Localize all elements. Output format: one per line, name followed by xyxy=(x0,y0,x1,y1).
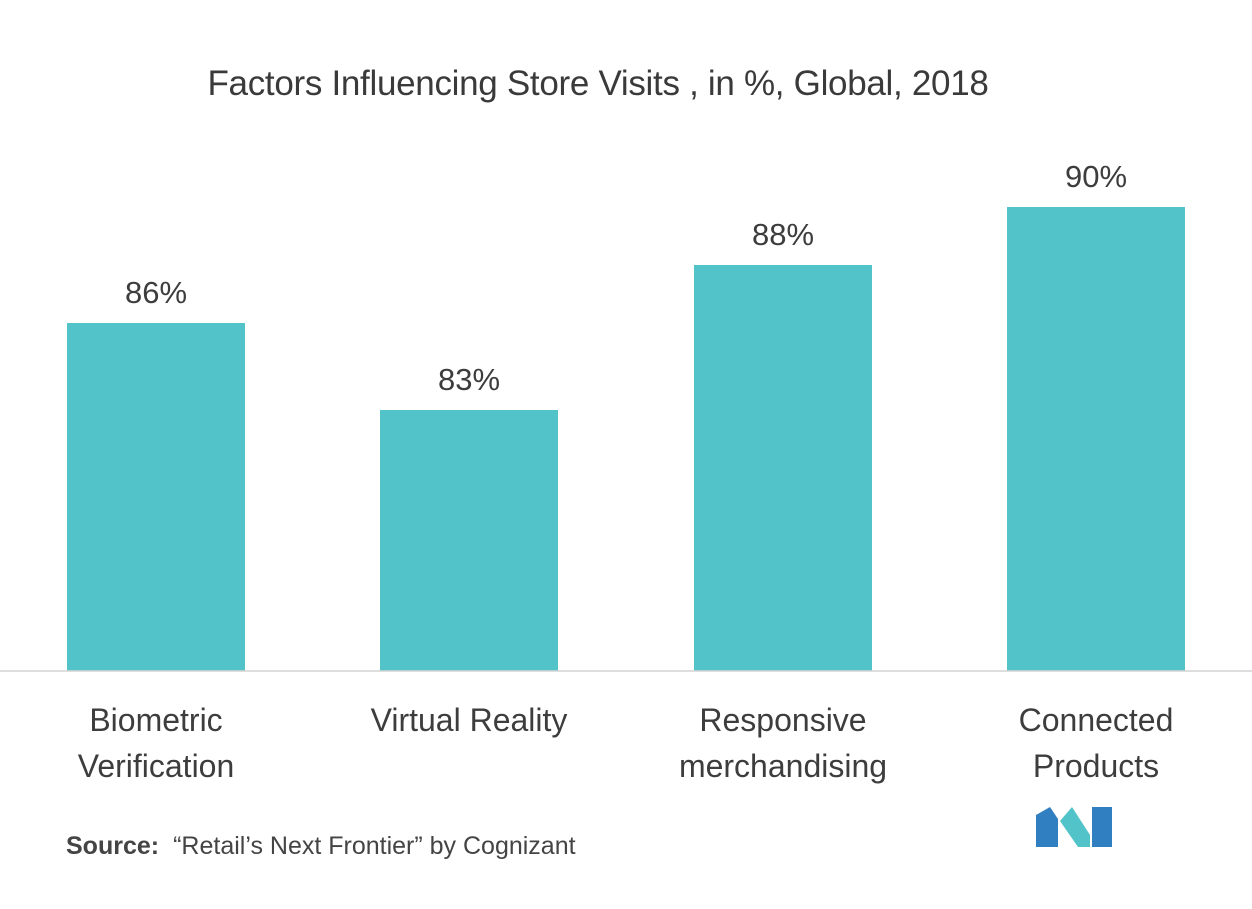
data-label-1: 83% xyxy=(438,362,500,397)
category-label-3-line-1: Products xyxy=(1033,748,1159,784)
category-label-2-line-0: Responsive xyxy=(699,702,866,738)
category-label-1-line-0: Virtual Reality xyxy=(371,702,568,738)
source-note: Source: “Retail’s Next Frontier” by Cogni… xyxy=(66,832,576,861)
logo-shape-middle xyxy=(1060,807,1090,847)
logo-shape-left xyxy=(1036,807,1058,847)
category-label-3-line-0: Connected xyxy=(1019,702,1174,738)
bars-layer xyxy=(67,207,1185,671)
bar-2 xyxy=(694,265,872,671)
bar-3 xyxy=(1007,207,1185,671)
source-text: “Retail’s Next Frontier” by Cognizant xyxy=(173,832,576,860)
category-label-0-line-1: Verification xyxy=(78,748,235,784)
bar-chart: 86% Biometric Verification 83% Virtual Reali… xyxy=(0,159,1252,784)
labels-layer: 86% Biometric Verification 83% Virtual Reali… xyxy=(78,159,1174,784)
category-label-0-line-0: Biometric xyxy=(89,702,222,738)
bar-0 xyxy=(67,323,245,671)
chart-title: Factors Influencing Store Visits , in %,… xyxy=(207,64,989,103)
data-label-0: 86% xyxy=(125,275,187,310)
data-label-3: 90% xyxy=(1065,159,1127,194)
logo-shape-right xyxy=(1092,807,1112,847)
data-label-2: 88% xyxy=(752,217,814,252)
company-logo-icon xyxy=(1036,807,1112,847)
source-label: Source: xyxy=(66,832,160,860)
bar-1 xyxy=(380,410,558,671)
category-label-2-line-1: merchandising xyxy=(679,748,887,784)
